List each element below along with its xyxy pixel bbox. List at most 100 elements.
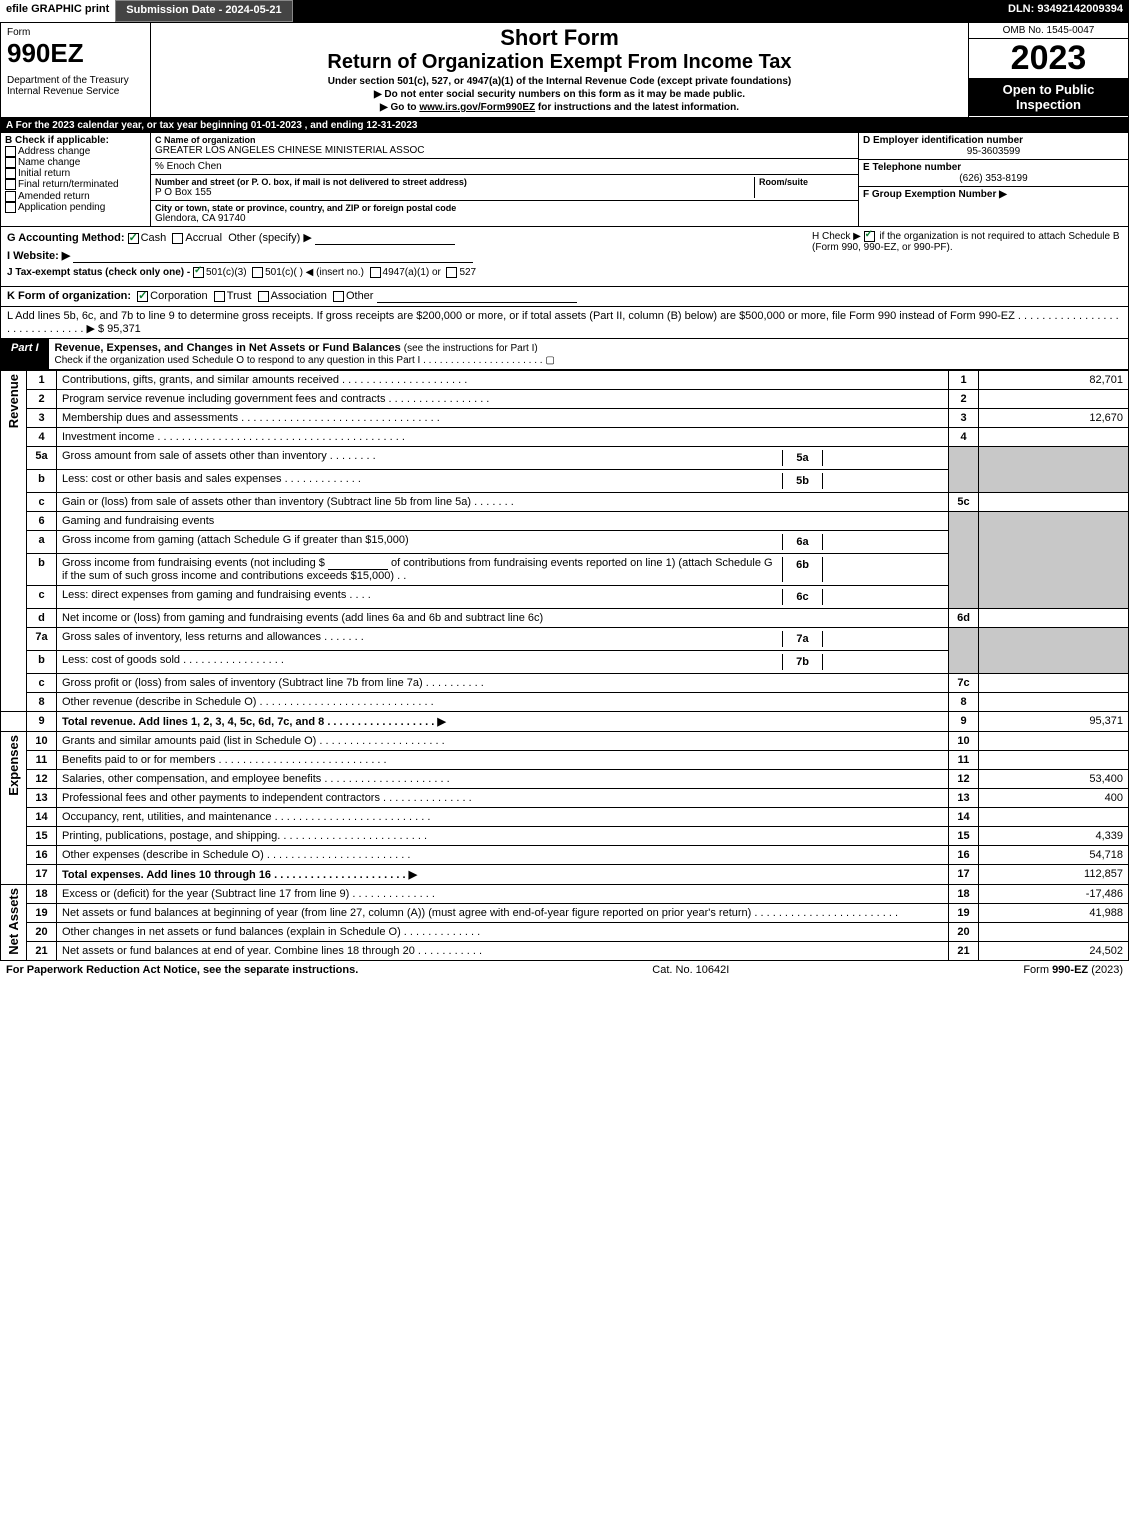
j-527-checkbox[interactable] bbox=[446, 267, 457, 278]
g-other-label: Other (specify) ▶ bbox=[228, 232, 312, 244]
line-3-amt: 12,670 bbox=[979, 409, 1129, 428]
line-8-amt bbox=[979, 693, 1129, 712]
line-6b-num: b bbox=[27, 554, 57, 586]
line-7b-desc: Less: cost of goods sold . . . . . . . .… bbox=[57, 651, 949, 674]
line-19-amt: 41,988 bbox=[979, 904, 1129, 923]
line-10-rn: 10 bbox=[949, 732, 979, 751]
line-18-desc: Excess or (deficit) for the year (Subtra… bbox=[57, 885, 949, 904]
j-501c3-label: 501(c)(3) bbox=[206, 267, 247, 278]
column-b: B Check if applicable: Address change Na… bbox=[1, 133, 151, 226]
k-label: K Form of organization: bbox=[7, 290, 131, 302]
line-6b-desc: Gross income from fundraising events (no… bbox=[57, 554, 949, 586]
checkbox-initial-return[interactable]: Initial return bbox=[5, 168, 146, 179]
grey-7ab-amt bbox=[979, 628, 1129, 674]
efile-label[interactable]: efile GRAPHIC print bbox=[0, 0, 115, 22]
subtitle-2: ▶ Do not enter social security numbers o… bbox=[155, 89, 964, 100]
h-checkbox[interactable] bbox=[864, 231, 875, 242]
line-16-amt: 54,718 bbox=[979, 846, 1129, 865]
part-i-tab: Part I bbox=[1, 339, 49, 369]
footer-cat: Cat. No. 10642I bbox=[358, 964, 1023, 976]
department-label: Department of the Treasury Internal Reve… bbox=[7, 75, 144, 97]
line-19-rn: 19 bbox=[949, 904, 979, 923]
line-11-rn: 11 bbox=[949, 751, 979, 770]
line-5c-amt bbox=[979, 493, 1129, 512]
addr-label: Number and street (or P. O. box, if mail… bbox=[155, 177, 754, 187]
line-1-amt: 82,701 bbox=[979, 371, 1129, 390]
line-l: L Add lines 5b, 6c, and 7b to line 9 to … bbox=[0, 307, 1129, 339]
line-12-amt: 53,400 bbox=[979, 770, 1129, 789]
j-501c3-checkbox[interactable] bbox=[193, 267, 204, 278]
section-bcdef: B Check if applicable: Address change Na… bbox=[0, 133, 1129, 227]
j-4947-checkbox[interactable] bbox=[370, 267, 381, 278]
k-assoc-checkbox[interactable] bbox=[258, 291, 269, 302]
checkbox-name-change[interactable]: Name change bbox=[5, 157, 146, 168]
line-10-desc: Grants and similar amounts paid (list in… bbox=[57, 732, 949, 751]
line-a: A For the 2023 calendar year, or tax yea… bbox=[0, 118, 1129, 133]
dln-label: DLN: 93492142009394 bbox=[1002, 0, 1129, 22]
checkbox-application-pending[interactable]: Application pending bbox=[5, 202, 146, 213]
line-21-amt: 24,502 bbox=[979, 942, 1129, 961]
line-11-desc: Benefits paid to or for members . . . . … bbox=[57, 751, 949, 770]
line-10-num: 10 bbox=[27, 732, 57, 751]
g-cash-checkbox[interactable] bbox=[128, 233, 139, 244]
line-2-num: 2 bbox=[27, 390, 57, 409]
line-10-amt bbox=[979, 732, 1129, 751]
line-11-num: 11 bbox=[27, 751, 57, 770]
g-accrual-label: Accrual bbox=[185, 232, 222, 244]
city-label: City or town, state or province, country… bbox=[155, 203, 854, 213]
line-21-num: 21 bbox=[27, 942, 57, 961]
line-5a-num: 5a bbox=[27, 447, 57, 470]
g-accrual-checkbox[interactable] bbox=[172, 233, 183, 244]
section-ghij: H Check ▶ if the organization is not req… bbox=[0, 227, 1129, 287]
checkbox-final-return[interactable]: Final return/terminated bbox=[5, 179, 146, 190]
line-21-desc: Net assets or fund balances at end of ye… bbox=[57, 942, 949, 961]
line-5b-desc: Less: cost or other basis and sales expe… bbox=[57, 470, 949, 493]
g-cash-label: Cash bbox=[141, 232, 167, 244]
line-18-num: 18 bbox=[27, 885, 57, 904]
grey-5ab-amt bbox=[979, 447, 1129, 493]
line-7a-num: 7a bbox=[27, 628, 57, 651]
city-state-zip: Glendora, CA 91740 bbox=[155, 213, 854, 224]
j-527-label: 527 bbox=[459, 267, 476, 278]
part-i-header: Part I Revenue, Expenses, and Changes in… bbox=[0, 339, 1129, 370]
line-19-num: 19 bbox=[27, 904, 57, 923]
footer-left: For Paperwork Reduction Act Notice, see … bbox=[6, 964, 358, 976]
top-bar: efile GRAPHIC print Submission Date - 20… bbox=[0, 0, 1129, 22]
main-title: Return of Organization Exempt From Incom… bbox=[155, 51, 964, 74]
j-501c-label: 501(c)( ) ◀ (insert no.) bbox=[265, 267, 364, 278]
line-6-num: 6 bbox=[27, 512, 57, 531]
d-label: D Employer identification number bbox=[863, 135, 1124, 146]
grey-6abc bbox=[949, 512, 979, 609]
line-18-rn: 18 bbox=[949, 885, 979, 904]
k-corp-checkbox[interactable] bbox=[137, 291, 148, 302]
open-to-public: Open to Public Inspection bbox=[969, 78, 1128, 116]
line-4-rn: 4 bbox=[949, 428, 979, 447]
line-2-desc: Program service revenue including govern… bbox=[57, 390, 949, 409]
line-6d-desc: Net income or (loss) from gaming and fun… bbox=[57, 609, 949, 628]
line-6d-rn: 6d bbox=[949, 609, 979, 628]
line-17-num: 17 bbox=[27, 865, 57, 885]
line-20-rn: 20 bbox=[949, 923, 979, 942]
netassets-vertical-label: Net Assets bbox=[1, 885, 27, 961]
k-trust-checkbox[interactable] bbox=[214, 291, 225, 302]
line-3-desc: Membership dues and assessments . . . . … bbox=[57, 409, 949, 428]
irs-link[interactable]: www.irs.gov/Form990EZ bbox=[419, 102, 535, 113]
j-501c-checkbox[interactable] bbox=[252, 267, 263, 278]
line-9-desc: Total revenue. Add lines 1, 2, 3, 4, 5c,… bbox=[57, 712, 949, 732]
line-15-num: 15 bbox=[27, 827, 57, 846]
line-21-rn: 21 bbox=[949, 942, 979, 961]
line-17-rn: 17 bbox=[949, 865, 979, 885]
k-other-checkbox[interactable] bbox=[333, 291, 344, 302]
line-h: H Check ▶ if the organization is not req… bbox=[812, 231, 1122, 253]
k-trust-label: Trust bbox=[227, 290, 252, 302]
checkbox-address-change[interactable]: Address change bbox=[5, 146, 146, 157]
line-20-desc: Other changes in net assets or fund bala… bbox=[57, 923, 949, 942]
line-13-num: 13 bbox=[27, 789, 57, 808]
line-1-rn: 1 bbox=[949, 371, 979, 390]
line-7c-desc: Gross profit or (loss) from sales of inv… bbox=[57, 674, 949, 693]
checkbox-amended-return[interactable]: Amended return bbox=[5, 191, 146, 202]
k-other-label: Other bbox=[346, 290, 374, 302]
street-address: P O Box 155 bbox=[155, 187, 754, 198]
line-j: J Tax-exempt status (check only one) - 5… bbox=[7, 267, 1122, 278]
subtitle-1: Under section 501(c), 527, or 4947(a)(1)… bbox=[155, 76, 964, 87]
